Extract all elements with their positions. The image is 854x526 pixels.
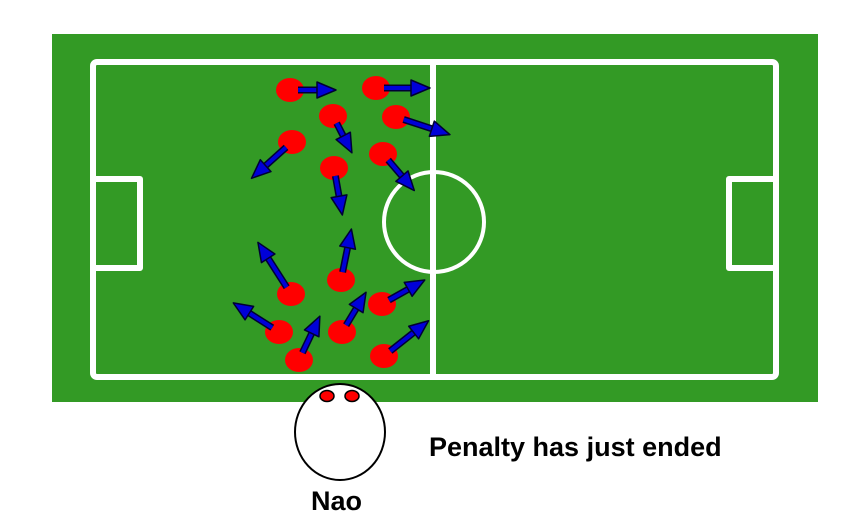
movement-arrows <box>232 79 451 355</box>
robot-right-eye <box>344 389 360 403</box>
movement-arrow <box>387 279 426 302</box>
robot-body <box>294 383 386 481</box>
left-penalty-box <box>93 176 143 271</box>
robot-name-label: Nao <box>311 486 363 516</box>
player-dot <box>382 105 410 129</box>
movement-arrow <box>334 122 353 154</box>
player-dot <box>362 76 390 100</box>
nao-robot <box>294 383 386 481</box>
movement-arrow <box>344 291 367 327</box>
movement-arrow <box>300 315 321 354</box>
movement-arrow <box>232 302 274 330</box>
player-dot <box>319 104 347 128</box>
movement-arrow <box>257 241 289 289</box>
movement-arrow <box>330 175 348 216</box>
player-dot <box>328 320 356 344</box>
movement-arrow <box>339 228 357 273</box>
pitch-markings <box>90 59 779 380</box>
right-penalty-box <box>726 176 776 271</box>
movement-arrow <box>386 158 416 192</box>
movement-arrow <box>402 117 451 138</box>
robot-left-eye <box>319 389 335 403</box>
movement-arrow <box>389 320 430 353</box>
player-dot <box>285 348 313 372</box>
player-dot <box>327 268 355 292</box>
status-caption: Penalty has just ended <box>429 432 722 462</box>
player-dot <box>277 282 305 306</box>
center-circle <box>382 170 486 274</box>
player-dot <box>276 78 304 102</box>
player-dot <box>320 156 348 180</box>
movement-arrow <box>250 145 288 180</box>
